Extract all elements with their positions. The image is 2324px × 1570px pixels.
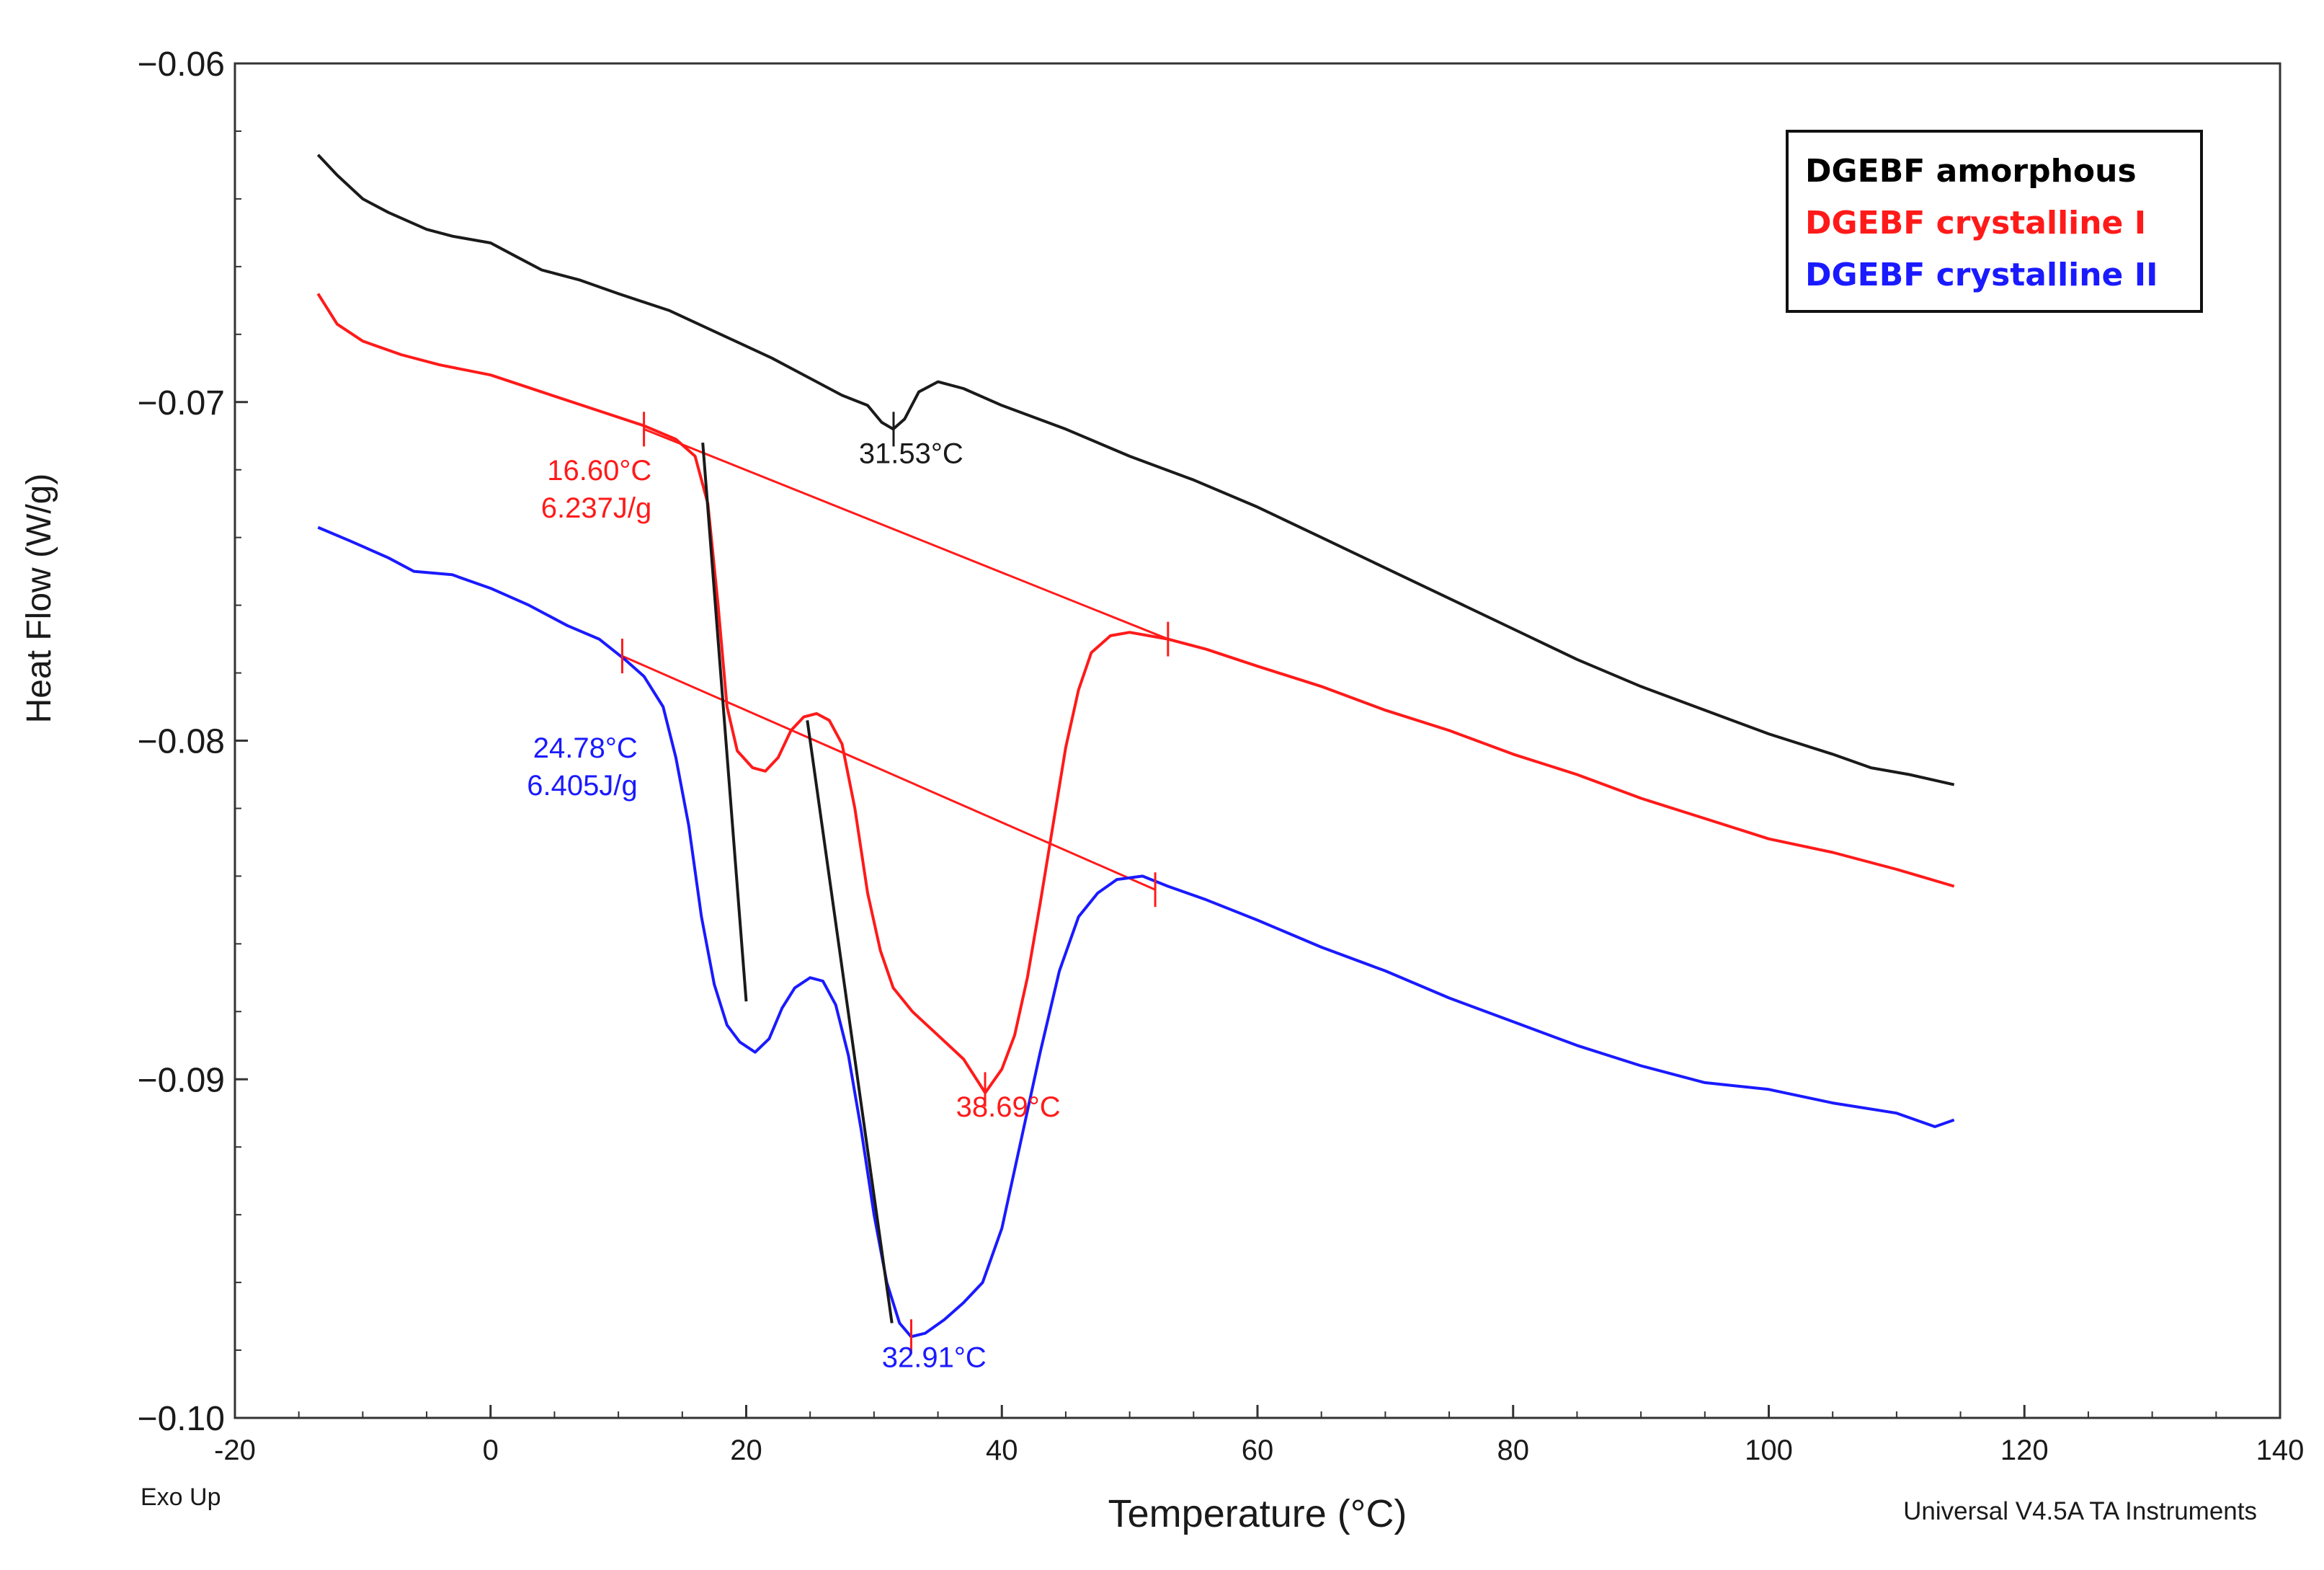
series-dgebf-amorphous [316, 154, 1955, 786]
y-axis-label: Heat Flow (W/g) [20, 474, 58, 724]
series-lines [316, 154, 1955, 1339]
y-tick-label: −0.08 [138, 723, 225, 761]
tangent-line-2 [806, 720, 894, 1323]
x-tick-label: 140 [2256, 1434, 2305, 1466]
y-axis-ticks: −0.06 −0.07 −0.08 −0.09 −0.10 [138, 45, 248, 1438]
annotation-crystalline-II-onset-1: 24.78°C [533, 732, 638, 764]
annotation-crystalline-I-peak-1: 38.69°C [956, 1091, 1061, 1123]
annotation-crystalline-II-peak-1: 32.91°C [882, 1342, 987, 1374]
annotation-crystalline-I-onset-2: 6.237J/g [541, 492, 651, 524]
annotation-crystalline-I-onset-1: 16.60°C [547, 455, 651, 487]
legend-item-crystalline-ii: DGEBF crystalline II [1805, 257, 2158, 293]
tangent-line-1 [701, 442, 748, 1002]
legend-item-amorphous: DGEBF amorphous [1805, 153, 2137, 190]
legend-box [1786, 130, 2203, 313]
x-axis-ticks: -20 0 20 40 60 80 100 120 140 [214, 1405, 2304, 1466]
x-tick-label: 80 [1497, 1434, 1530, 1466]
x-tick-label: 0 [483, 1434, 499, 1466]
x-axis-label: Temperature (°C) [1108, 1492, 1407, 1535]
x-tick-label: 120 [2000, 1434, 2049, 1466]
x-tick-label: 20 [730, 1434, 762, 1466]
x-tick-label: 60 [1242, 1434, 1274, 1466]
series-dgebf-crystalline-i [316, 293, 1955, 1094]
series-dgebf-crystalline-ii [317, 525, 1955, 1339]
baselines [621, 427, 1169, 891]
x-tick-label: 100 [1745, 1434, 1793, 1466]
annotations: 31.53°C 16.60°C 6.237J/g 38.69°C 24.78°C 6.40… [527, 438, 1060, 1373]
legend-item-crystalline-i: DGEBF crystalline I [1805, 205, 2146, 241]
tick-marks [620, 412, 1170, 1354]
x-tick-label: 40 [986, 1434, 1018, 1466]
baseline-dgebf-crystalline-i [644, 427, 1169, 640]
y-tick-label: −0.06 [138, 45, 225, 84]
legend: DGEBF amorphous DGEBF crystalline I DGEB… [1786, 130, 2203, 313]
y-tick-label: −0.10 [138, 1400, 225, 1438]
annotation-amorphous-peak-1: 31.53°C [859, 438, 963, 469]
exo-up-label: Exo Up [141, 1483, 221, 1511]
y-tick-label: −0.09 [138, 1061, 225, 1099]
tangent-lines [701, 442, 894, 1323]
y-tick-label: −0.07 [138, 384, 225, 422]
x-tick-label: -20 [214, 1434, 256, 1466]
annotation-crystalline-II-onset-2: 6.405J/g [527, 770, 637, 802]
instrument-label: Universal V4.5A TA Instruments [1903, 1497, 2257, 1525]
baseline-dgebf-crystalline-ii [621, 655, 1156, 891]
